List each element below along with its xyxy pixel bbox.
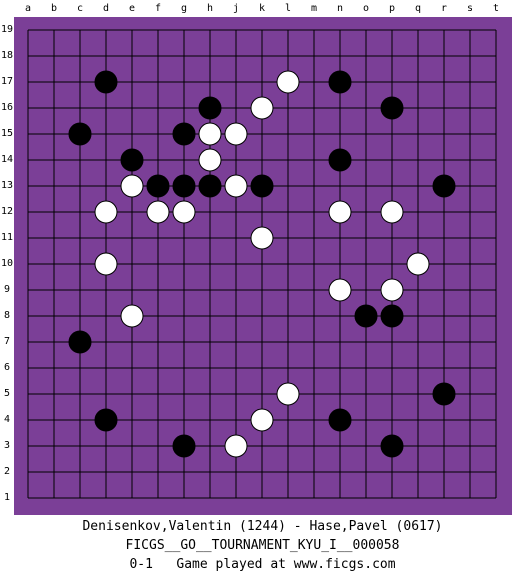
black-stone-g15 — [172, 122, 196, 146]
black-stone-n4 — [328, 408, 352, 432]
row-label-7: 7 — [3, 336, 11, 347]
column-label-b: b — [50, 3, 58, 14]
column-label-t: t — [492, 3, 500, 14]
white-stone-p9 — [380, 278, 404, 302]
white-stone-l17 — [276, 70, 300, 94]
black-stone-c15 — [68, 122, 92, 146]
column-label-p: p — [388, 3, 396, 14]
white-stone-q10 — [406, 252, 430, 276]
black-stone-h16 — [198, 96, 222, 120]
black-stone-n14 — [328, 148, 352, 172]
white-stone-l5 — [276, 382, 300, 406]
column-label-e: e — [128, 3, 136, 14]
black-stone-k13 — [250, 174, 274, 198]
white-stone-d10 — [94, 252, 118, 276]
row-label-14: 14 — [0, 154, 14, 165]
row-label-18: 18 — [0, 50, 14, 61]
black-stone-r13 — [432, 174, 456, 198]
row-label-10: 10 — [0, 258, 14, 269]
white-stone-j13 — [224, 174, 248, 198]
black-stone-p3 — [380, 434, 404, 458]
row-label-19: 19 — [0, 24, 14, 35]
row-label-15: 15 — [0, 128, 14, 139]
black-stone-f13 — [146, 174, 170, 198]
event-line: FICGS__GO__TOURNAMENT_KYU_I__000058 — [125, 538, 400, 553]
white-stone-e8 — [120, 304, 144, 328]
white-stone-p12 — [380, 200, 404, 224]
white-stone-h14 — [198, 148, 222, 172]
column-label-o: o — [362, 3, 370, 14]
column-label-m: m — [310, 3, 318, 14]
white-stone-e13 — [120, 174, 144, 198]
column-label-j: j — [232, 3, 240, 14]
white-stone-j3 — [224, 434, 248, 458]
black-stone-p16 — [380, 96, 404, 120]
row-label-5: 5 — [3, 388, 11, 399]
row-label-9: 9 — [3, 284, 11, 295]
column-label-g: g — [180, 3, 188, 14]
column-label-f: f — [154, 3, 162, 14]
row-label-17: 17 — [0, 76, 14, 87]
row-label-13: 13 — [0, 180, 14, 191]
column-label-d: d — [102, 3, 110, 14]
row-label-3: 3 — [3, 440, 11, 451]
white-stone-k16 — [250, 96, 274, 120]
row-label-11: 11 — [0, 232, 14, 243]
white-stone-k11 — [250, 226, 274, 250]
black-stone-e14 — [120, 148, 144, 172]
white-stone-g12 — [172, 200, 196, 224]
black-stone-h13 — [198, 174, 222, 198]
black-stone-d4 — [94, 408, 118, 432]
white-stone-n9 — [328, 278, 352, 302]
game-footer: Denisenkov,Valentin (1244) - Hase,Pavel … — [0, 517, 525, 574]
black-stone-o8 — [354, 304, 378, 328]
column-label-a: a — [24, 3, 32, 14]
white-stone-j15 — [224, 122, 248, 146]
column-label-n: n — [336, 3, 344, 14]
black-stone-n17 — [328, 70, 352, 94]
black-stone-d17 — [94, 70, 118, 94]
black-stone-c7 — [68, 330, 92, 354]
black-stone-r5 — [432, 382, 456, 406]
white-stone-f12 — [146, 200, 170, 224]
black-stone-g3 — [172, 434, 196, 458]
column-label-q: q — [414, 3, 422, 14]
players-line: Denisenkov,Valentin (1244) - Hase,Pavel … — [82, 519, 443, 534]
row-label-8: 8 — [3, 310, 11, 321]
result-line: 0-1 Game played at www.ficgs.com — [129, 557, 396, 572]
row-label-4: 4 — [3, 414, 11, 425]
white-stone-h15 — [198, 122, 222, 146]
black-stone-g13 — [172, 174, 196, 198]
white-stone-n12 — [328, 200, 352, 224]
column-label-s: s — [466, 3, 474, 14]
column-label-h: h — [206, 3, 214, 14]
column-label-l: l — [284, 3, 292, 14]
column-label-c: c — [76, 3, 84, 14]
row-label-1: 1 — [3, 492, 11, 503]
white-stone-k4 — [250, 408, 274, 432]
row-label-12: 12 — [0, 206, 14, 217]
white-stone-d12 — [94, 200, 118, 224]
row-label-16: 16 — [0, 102, 14, 113]
column-label-r: r — [440, 3, 448, 14]
row-label-2: 2 — [3, 466, 11, 477]
column-label-k: k — [258, 3, 266, 14]
row-label-6: 6 — [3, 362, 11, 373]
black-stone-p8 — [380, 304, 404, 328]
